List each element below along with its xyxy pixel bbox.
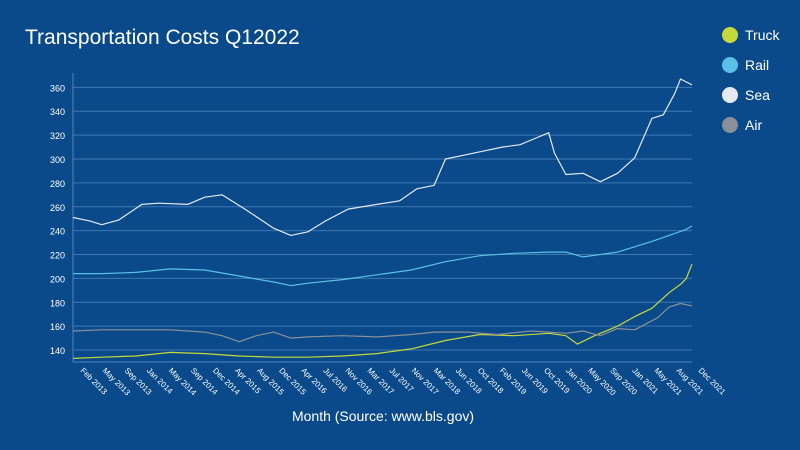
series-line-sea bbox=[72, 78, 693, 236]
legend-label: Rail bbox=[745, 57, 770, 73]
legend-item-truck[interactable]: Truck bbox=[722, 26, 779, 44]
y-tick-label: 280 bbox=[50, 179, 65, 189]
y-tick-label: 260 bbox=[50, 203, 65, 213]
legend-item-rail[interactable]: Rail bbox=[722, 56, 779, 74]
legend-item-sea[interactable]: Sea bbox=[722, 86, 779, 104]
legend-swatch bbox=[722, 27, 738, 43]
legend-swatch bbox=[722, 117, 738, 133]
y-tick-label: 360 bbox=[50, 83, 65, 93]
legend-swatch bbox=[722, 57, 738, 73]
legend-label: Sea bbox=[745, 87, 770, 103]
series-line-rail bbox=[73, 225, 693, 287]
y-tick-label: 140 bbox=[50, 346, 65, 356]
y-tick-label: 240 bbox=[50, 227, 65, 237]
x-axis-title: Month (Source: www.bls.gov) bbox=[292, 408, 474, 424]
y-tick-label: 160 bbox=[50, 322, 65, 332]
y-tick-label: 340 bbox=[50, 107, 65, 117]
series-line-truck bbox=[72, 263, 693, 359]
legend-label: Air bbox=[745, 117, 763, 133]
y-tick-label: 300 bbox=[50, 155, 65, 165]
legend-item-air[interactable]: Air bbox=[722, 116, 779, 134]
y-tick-label: 200 bbox=[50, 274, 65, 284]
legend-label: Truck bbox=[745, 27, 780, 43]
chart-title: Transportation Costs Q12022 bbox=[25, 26, 300, 49]
legend: Truck Rail Sea Air bbox=[722, 26, 779, 146]
y-tick-label: 220 bbox=[50, 251, 65, 261]
y-tick-label: 180 bbox=[50, 298, 65, 308]
series-line-air bbox=[72, 302, 693, 343]
legend-swatch bbox=[722, 87, 738, 103]
y-tick-label: 320 bbox=[50, 131, 65, 141]
